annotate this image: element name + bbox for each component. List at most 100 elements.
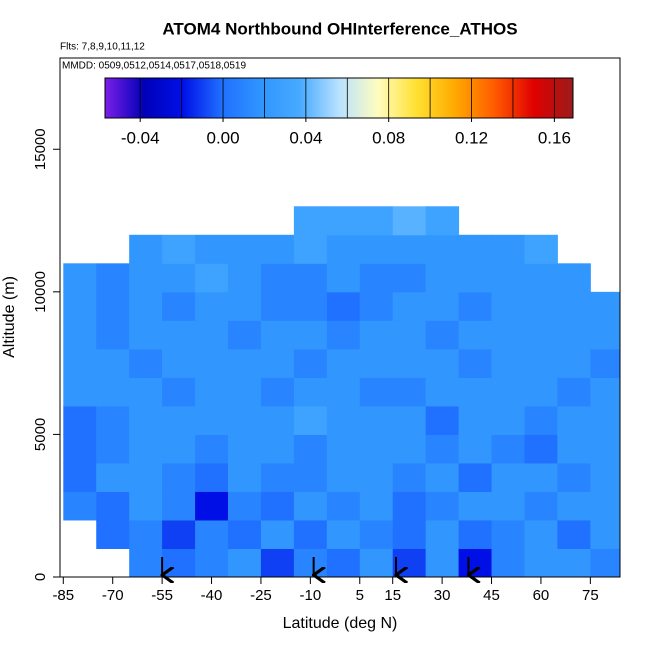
heat-cell — [491, 348, 525, 378]
heat-cell — [491, 234, 525, 264]
heat-cell — [326, 462, 361, 492]
heat-cell — [524, 548, 558, 577]
heat-cell — [129, 462, 163, 492]
heat-cell — [359, 548, 394, 577]
heat-cell — [359, 491, 394, 521]
heat-cell — [359, 291, 394, 321]
heat-cell — [458, 491, 493, 521]
heat-cell — [228, 462, 262, 492]
heat-cell — [129, 405, 163, 435]
heat-cell — [392, 377, 427, 407]
heat-cell — [392, 348, 427, 378]
heat-cell — [359, 434, 394, 464]
annotation: MMDD: 0509,0512,0514,0517,0518,0519 — [62, 61, 246, 72]
heat-cell — [326, 548, 361, 577]
x-tick-label: 45 — [483, 587, 500, 604]
heat-cell — [129, 519, 163, 549]
heat-cell — [590, 434, 620, 464]
heat-cell — [293, 206, 328, 236]
heat-cell — [359, 405, 394, 435]
heat-cell — [392, 234, 427, 264]
heat-cell — [590, 548, 620, 577]
heat-cell — [260, 548, 295, 577]
heat-cell — [293, 548, 328, 577]
heat-cell — [491, 320, 525, 350]
heat-cell — [96, 377, 130, 407]
heat-cell — [425, 206, 460, 236]
heat-cell — [63, 462, 97, 492]
heat-cell — [524, 348, 558, 378]
heat-cell — [392, 491, 427, 521]
heat-cell — [326, 491, 361, 521]
heat-cell — [524, 377, 558, 407]
heat-cell — [590, 405, 620, 435]
heat-cell — [425, 462, 460, 492]
x-tick-label: -55 — [151, 587, 173, 604]
heat-cell — [425, 405, 460, 435]
heat-cell — [326, 405, 361, 435]
heat-cell — [228, 348, 262, 378]
heat-cell — [228, 291, 262, 321]
heat-cell — [458, 234, 493, 264]
heat-cell — [524, 491, 558, 521]
heat-cell — [195, 377, 229, 407]
y-tick-label: 5000 — [32, 418, 49, 451]
heat-cell — [425, 263, 460, 293]
heat-cell — [524, 519, 558, 549]
y-axis-label: Altitude (m) — [1, 276, 18, 358]
heat-cell — [326, 263, 361, 293]
heat-cell — [195, 291, 229, 321]
heatmap — [63, 206, 620, 577]
heat-cell — [195, 462, 229, 492]
heat-cell — [129, 263, 163, 293]
heat-cell — [162, 348, 196, 378]
heat-cell — [326, 291, 361, 321]
heat-cell — [392, 548, 427, 577]
heat-cell — [557, 434, 591, 464]
heat-cell — [491, 434, 525, 464]
heat-cell — [491, 548, 525, 577]
x-tick-label: -70 — [102, 587, 124, 604]
heat-cell — [326, 377, 361, 407]
heat-cell — [326, 206, 361, 236]
heat-cell — [260, 263, 295, 293]
heat-cell — [326, 348, 361, 378]
heat-cell — [425, 234, 460, 264]
colorbar-tick-label: 0.16 — [538, 128, 571, 147]
heat-cell — [392, 263, 427, 293]
heat-cell — [228, 320, 262, 350]
heat-cell — [228, 263, 262, 293]
heat-cell — [458, 377, 493, 407]
chart-title: ATOM4 Northbound OHInterference_ATHOS — [162, 19, 517, 38]
heat-cell — [162, 405, 196, 435]
heat-cell — [458, 519, 493, 549]
heat-cell — [260, 320, 295, 350]
heat-cell — [162, 519, 196, 549]
heat-cell — [162, 234, 196, 264]
heat-cell — [359, 462, 394, 492]
heat-cell — [590, 291, 620, 321]
y-tick-label: 0 — [32, 573, 49, 581]
heat-cell — [96, 405, 130, 435]
heat-cell — [293, 405, 328, 435]
heat-cell — [392, 434, 427, 464]
colorbar-tick-label: 0.00 — [206, 128, 239, 147]
heat-cell — [228, 405, 262, 435]
heat-cell — [260, 348, 295, 378]
heat-cell — [458, 462, 493, 492]
heat-cell — [359, 206, 394, 236]
heat-cell — [162, 263, 196, 293]
heat-cell — [96, 348, 130, 378]
colorbar-tick-label: 0.08 — [372, 128, 405, 147]
heat-cell — [326, 519, 361, 549]
heat-cell — [63, 434, 97, 464]
heat-cell — [590, 462, 620, 492]
heat-cell — [590, 491, 620, 521]
heat-cell — [195, 548, 229, 577]
heat-cell — [293, 462, 328, 492]
x-tick-label: 60 — [533, 587, 550, 604]
heat-cell — [590, 519, 620, 549]
heat-cell — [491, 263, 525, 293]
x-tick-label: 75 — [582, 587, 599, 604]
heat-cell — [359, 320, 394, 350]
